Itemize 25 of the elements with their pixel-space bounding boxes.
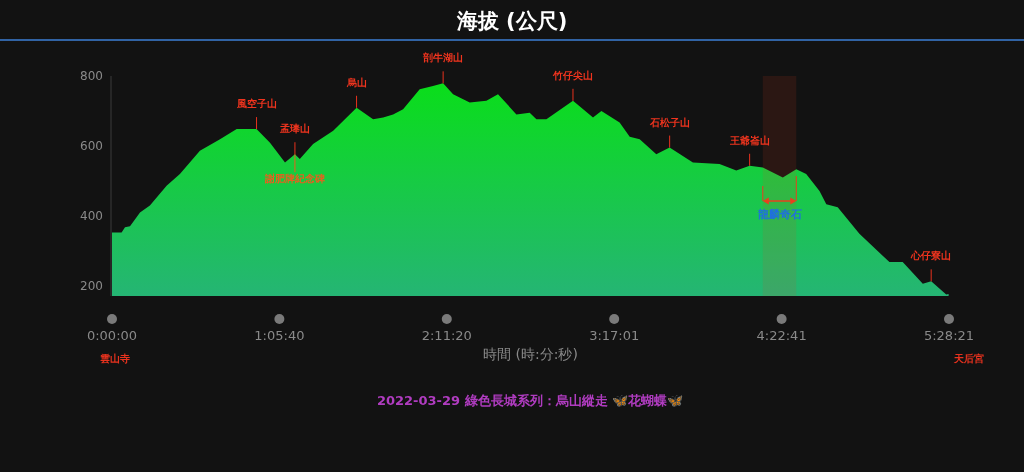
annotation: 謝肥牌紀念碑: [263, 173, 325, 185]
annotation: 心仔寮山: [910, 250, 952, 262]
x-tick-label: 1:05:40: [254, 328, 305, 343]
y-tick-label: 200: [80, 278, 103, 293]
x-tick-label: 4:22:41: [756, 328, 807, 343]
annotation: 竹仔尖山: [551, 69, 593, 81]
annotation: 石松子山: [648, 116, 690, 128]
text: 雲山寺: [100, 353, 130, 364]
y-tick-label: 400: [80, 208, 103, 223]
band-label: 龍麟奇石: [756, 208, 802, 221]
annotation: 王爺崙山: [728, 134, 770, 146]
annotation: 烏山: [345, 76, 367, 88]
y-tick-label: 800: [80, 69, 103, 83]
text: 2022-03-29 綠色長城系列：烏山縱走 🦋花蝴蝶🦋: [376, 393, 684, 408]
annotation: 剖牛湖山: [422, 52, 464, 64]
text: 天后宮: [953, 353, 984, 364]
chart-title: 海拔 (公尺): [455, 9, 568, 33]
annotation: 風空子山: [235, 98, 277, 110]
x-axis-title: 時間 (時:分:秒): [483, 346, 578, 362]
x-tick-label: 5:28:21: [923, 328, 975, 343]
x-tick-label: 3:17:01: [589, 328, 640, 343]
x-tick-label: 2:11:20: [421, 328, 472, 343]
x-tick-label: 0:00:00: [86, 328, 138, 343]
annotation: 孟琫山: [278, 123, 310, 135]
y-tick-label: 600: [80, 138, 103, 153]
